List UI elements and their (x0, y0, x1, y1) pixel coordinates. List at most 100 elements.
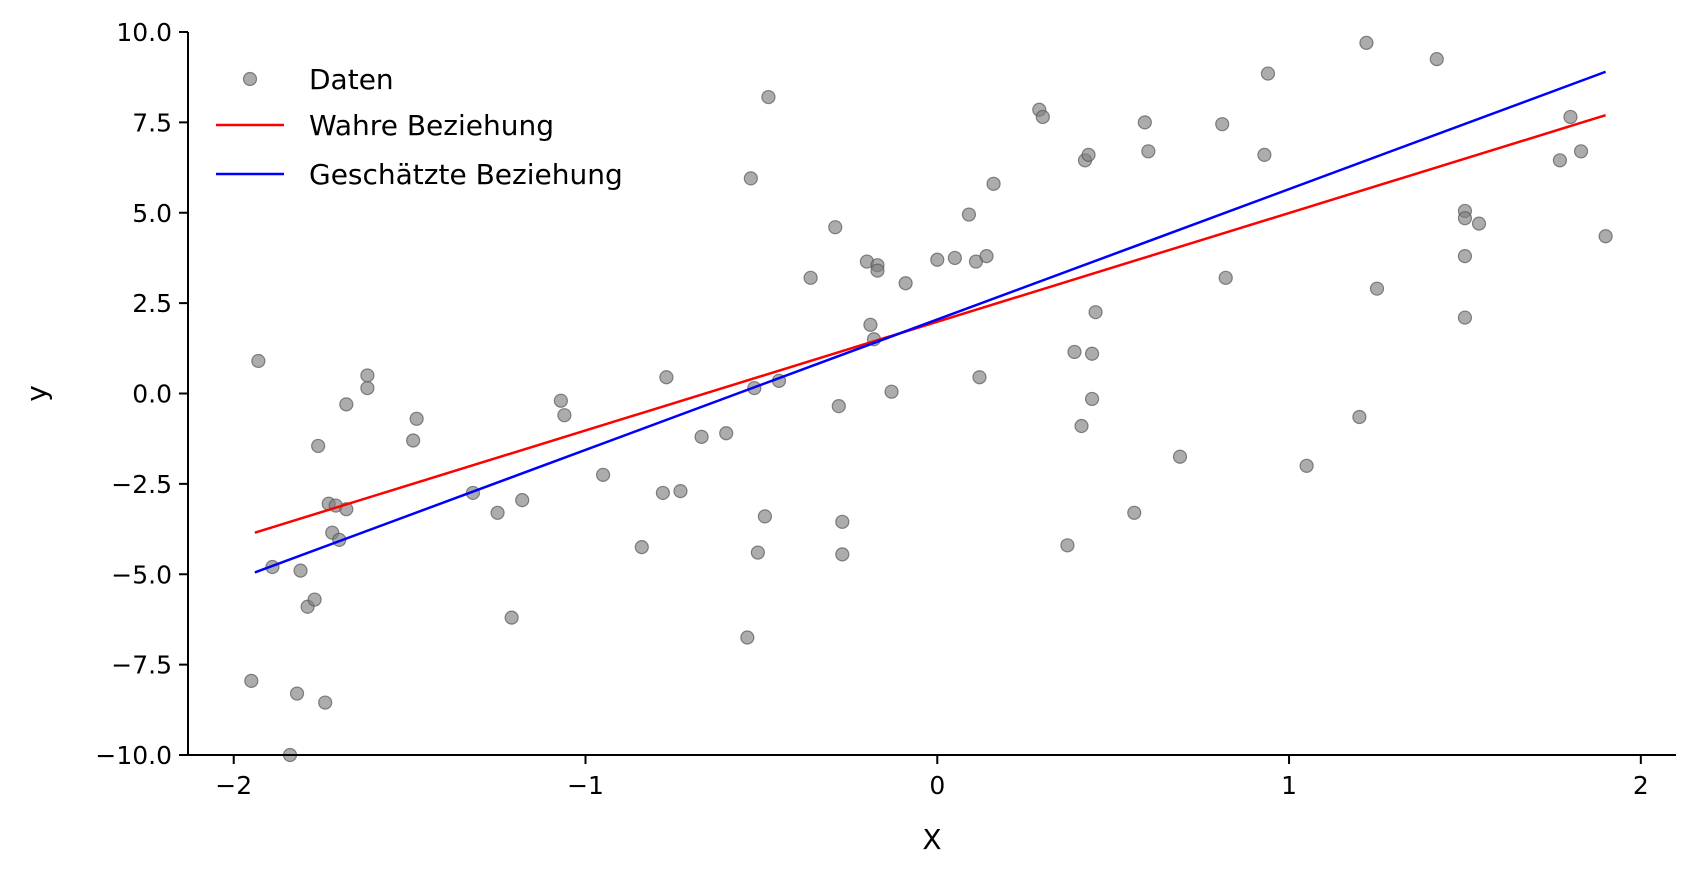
data-point (719, 426, 734, 441)
axes: −2 −1 0 1 2 −10.0 −7.5 −5.0 −2.5 0.0 2.5 5.0 7.5 10.… (95, 18, 1676, 800)
x-tick-label: 0 (929, 771, 945, 800)
y-tick-label: −10.0 (95, 741, 172, 770)
data-point (1352, 409, 1367, 425)
data-point (1067, 344, 1082, 360)
data-point (1081, 147, 1096, 163)
data-point (803, 270, 818, 285)
data-point (634, 540, 649, 555)
data-point (1552, 153, 1568, 168)
data-point (1035, 109, 1050, 125)
y-tick-label: 10.0 (116, 18, 172, 47)
legend-marker (242, 71, 258, 87)
data-point (673, 484, 688, 499)
data-point (307, 592, 322, 607)
data-point (1074, 418, 1089, 434)
data-point (835, 514, 850, 529)
data-point (490, 505, 505, 520)
data-point (1563, 109, 1578, 125)
data-point (1218, 270, 1233, 285)
y-tick-label: −5.0 (111, 560, 172, 589)
legend: Daten Wahre Beziehung Geschätzte Beziehung (216, 63, 623, 191)
data-point (311, 438, 326, 454)
y-tick-label: 0.0 (132, 380, 172, 409)
data-point (1369, 281, 1385, 296)
x-tick-label: −1 (567, 771, 604, 800)
data-point (884, 384, 899, 399)
y-tick-label: 2.5 (132, 289, 172, 318)
x-tick-label: 2 (1633, 771, 1649, 800)
legend-item: Wahre Beziehung (216, 109, 554, 142)
data-point (504, 610, 519, 625)
data-point (986, 176, 1001, 191)
data-point (930, 252, 945, 267)
data-point (659, 370, 674, 385)
data-point (360, 380, 375, 396)
data-point (1457, 211, 1473, 226)
data-point (863, 317, 878, 332)
data-point (1359, 35, 1374, 50)
data-point (898, 276, 913, 291)
data-point (1060, 538, 1075, 553)
data-point (1457, 310, 1473, 325)
data-point (1088, 305, 1103, 320)
data-point (251, 353, 266, 369)
data-point (244, 673, 259, 688)
data-point (979, 249, 994, 264)
data-point (1084, 391, 1100, 407)
x-ticks: −2 −1 0 1 2 (215, 755, 1649, 800)
data-point (318, 695, 333, 710)
x-tick-label: −2 (215, 771, 252, 800)
data-point (750, 545, 765, 560)
data-point (557, 408, 572, 423)
data-point (1457, 249, 1473, 264)
data-point (761, 89, 776, 105)
data-point (1260, 66, 1276, 81)
data-point (947, 250, 962, 266)
data-point (360, 368, 375, 383)
data-point (515, 493, 530, 508)
data-point (1598, 229, 1613, 244)
legend-item: Geschätzte Beziehung (216, 158, 623, 191)
data-point (757, 509, 773, 524)
data-point (835, 547, 850, 562)
legend-label: Geschätzte Beziehung (309, 158, 623, 191)
true-relationship-line (254, 113, 1607, 534)
estimated-relationship-line (254, 70, 1607, 574)
data-point (293, 563, 308, 578)
data-point (694, 429, 709, 444)
x-axis-label: X (922, 823, 941, 856)
legend-label: Daten (309, 63, 394, 96)
y-tick-label: 5.0 (132, 199, 172, 228)
data-point (409, 411, 424, 426)
data-point (870, 263, 885, 278)
data-point (831, 399, 846, 414)
data-point (740, 630, 755, 645)
data-point (406, 433, 421, 448)
y-tick-label: −7.5 (111, 651, 172, 680)
data-point (961, 207, 977, 222)
data-point (1429, 52, 1444, 67)
data-point (1084, 346, 1100, 361)
data-point (339, 397, 354, 412)
data-point (1257, 147, 1272, 163)
y-tick-label: 7.5 (132, 108, 172, 137)
y-ticks: −10.0 −7.5 −5.0 −2.5 0.0 2.5 5.0 7.5 10.0 (95, 18, 188, 770)
data-point (1141, 144, 1156, 159)
data-point (1127, 505, 1142, 520)
data-point (1215, 117, 1230, 132)
data-point (553, 393, 568, 408)
data-point (828, 220, 843, 235)
legend-item: Daten (242, 63, 394, 96)
data-point (1172, 449, 1188, 464)
plot-marks (244, 35, 1613, 763)
data-point (1471, 216, 1487, 231)
data-point (743, 171, 758, 186)
data-point (595, 467, 611, 482)
data-point (655, 485, 670, 501)
y-axis-label: y (20, 385, 53, 402)
data-point (1573, 144, 1589, 159)
data-point (289, 686, 305, 701)
scatter-series-daten (244, 35, 1613, 763)
y-tick-label: −2.5 (111, 470, 172, 499)
